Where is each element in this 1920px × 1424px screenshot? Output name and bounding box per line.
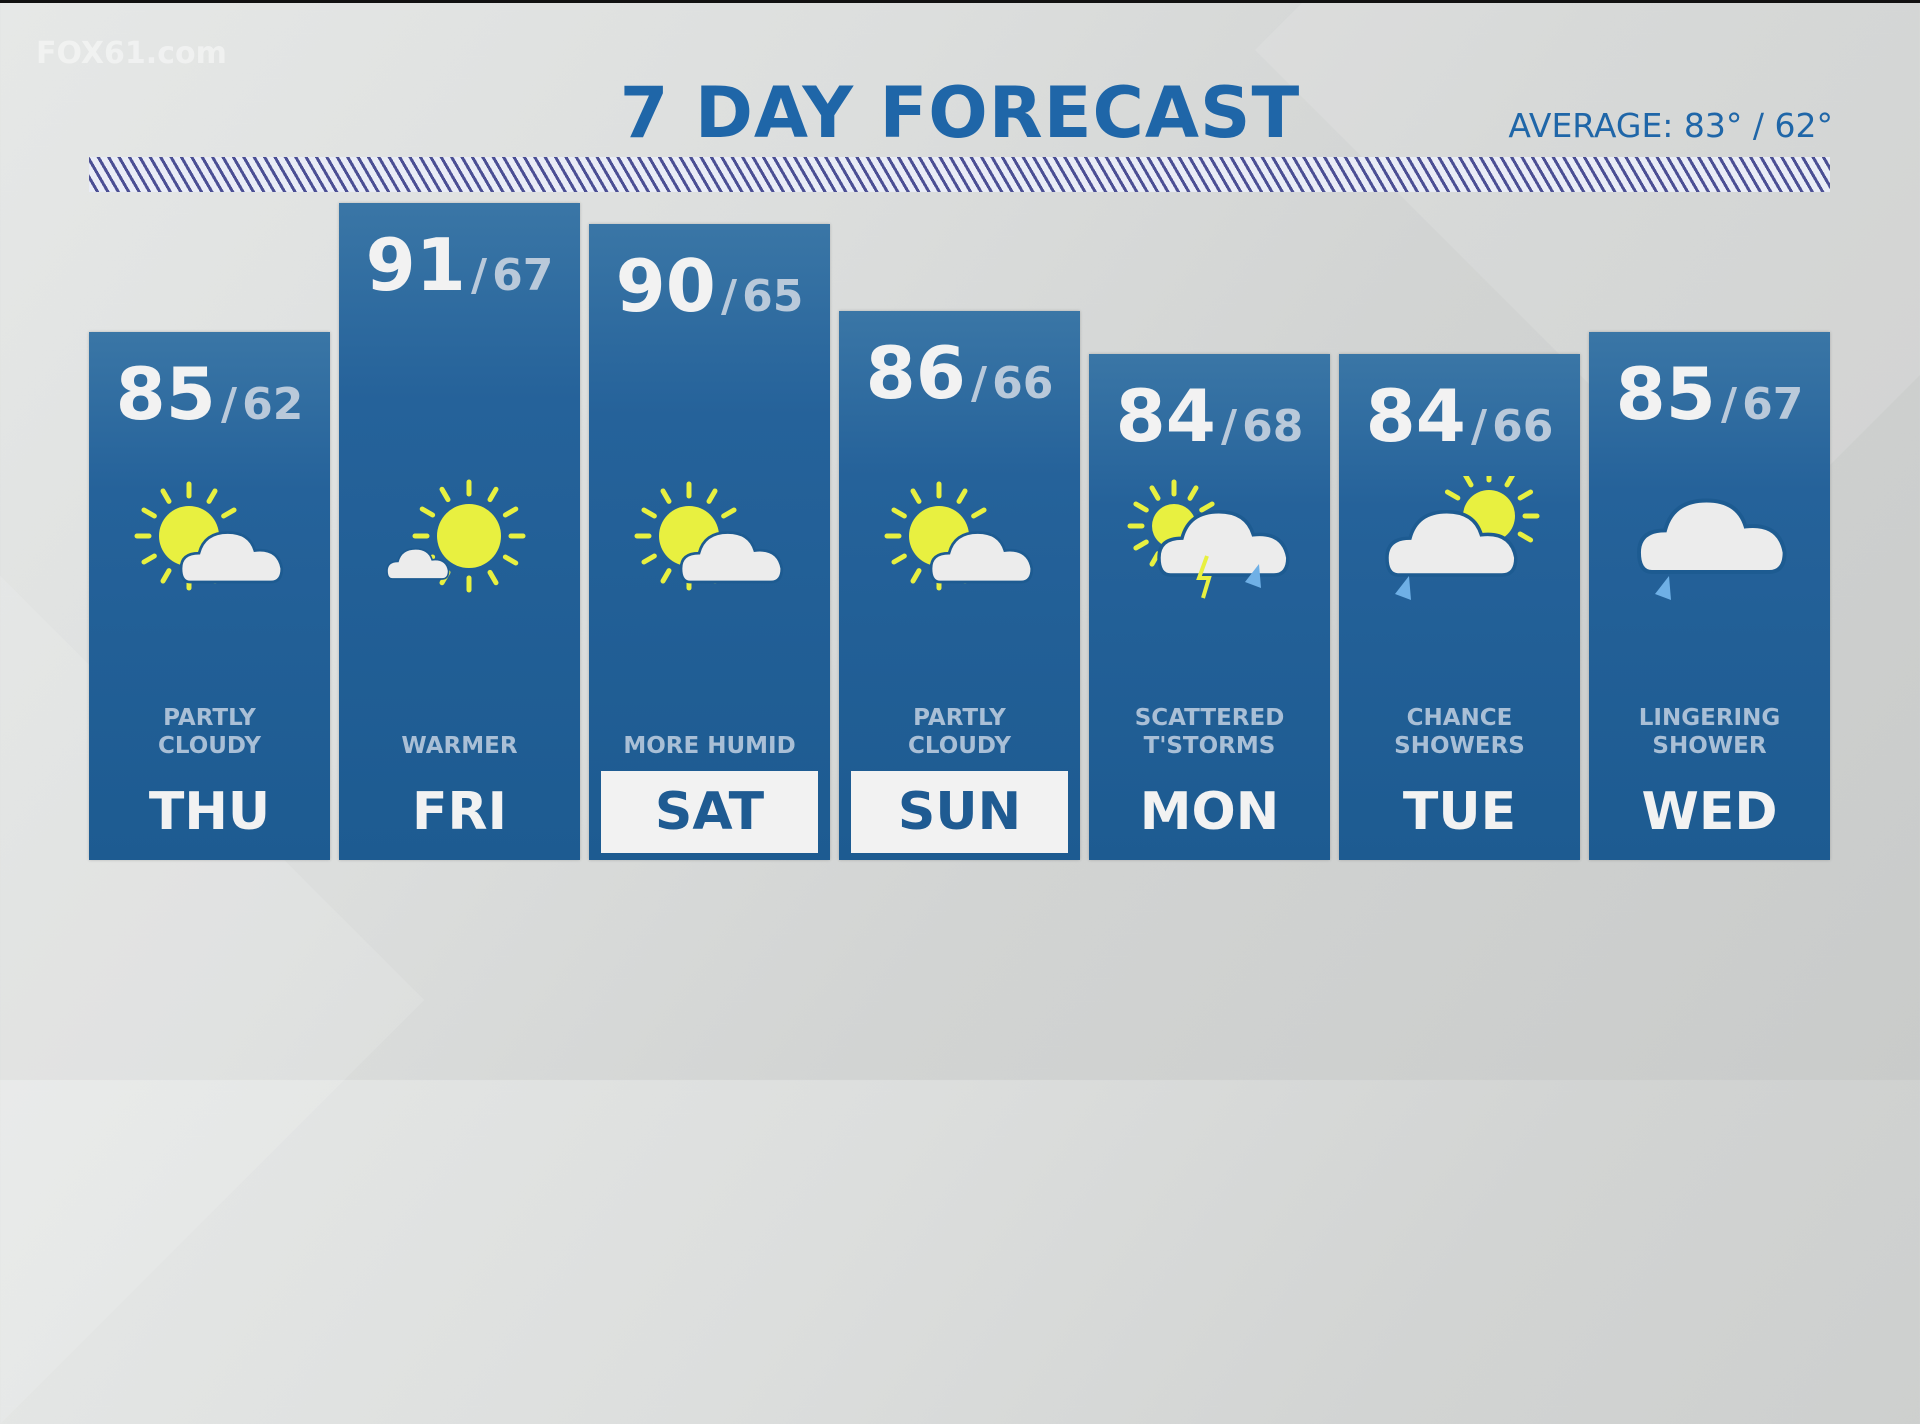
condition-label: PARTLY CLOUDY (157, 705, 262, 759)
temp-separator: / (220, 379, 238, 430)
partly-cloudy-icon (634, 481, 784, 591)
high-temp: 85 (1615, 352, 1716, 436)
forecast-day-wed: 85 / 67 LINGERING SHOWER WED (1589, 332, 1830, 860)
temp-separator: / (720, 271, 738, 322)
temp-separator: / (1720, 379, 1738, 430)
day-label: THU (148, 782, 271, 842)
low-temp: 67 (492, 250, 554, 301)
condition-label: LINGERING SHOWER (1638, 705, 1781, 759)
condition-label: PARTLY CLOUDY (907, 705, 1012, 759)
low-temp: 68 (1242, 401, 1304, 452)
condition-label: MORE HUMID (623, 733, 796, 759)
temperatures: 84 / 68 (1089, 374, 1330, 458)
high-temp: 91 (365, 223, 466, 307)
top-border (0, 0, 1920, 3)
thunderstorm-icon (1127, 479, 1290, 599)
day-label: SUN (851, 771, 1068, 853)
temperatures: 90 / 65 (589, 244, 830, 328)
day-label: MON (1139, 782, 1280, 842)
temperatures: 85 / 62 (89, 352, 330, 436)
partly-cloudy-icon (884, 481, 1034, 591)
forecast-day-tue: 84 / 66 CHANCE SHOWERS TUE (1339, 354, 1580, 860)
forecast-day-thu: 85 / 62 PARTLY CLOUDY THU (89, 332, 330, 860)
temperatures: 85 / 67 (1589, 352, 1830, 436)
forecast-day-fri: 91 / 67 WARMER FRI (339, 203, 580, 860)
high-temp: 85 (115, 352, 216, 436)
sun-showers-icon (1385, 476, 1540, 600)
temp-separator: / (1220, 401, 1238, 452)
condition-label: SCATTERED T'STORMS (1134, 705, 1285, 759)
high-temp: 90 (615, 244, 716, 328)
day-label: TUE (1402, 782, 1517, 842)
low-temp: 66 (992, 358, 1054, 409)
shower-icon (1637, 498, 1787, 600)
temperatures: 86 / 66 (839, 331, 1080, 415)
condition-label: CHANCE SHOWERS (1394, 705, 1525, 759)
high-temp: 84 (1115, 374, 1216, 458)
day-label: WED (1641, 782, 1778, 842)
low-temp: 67 (1742, 379, 1804, 430)
temp-separator: / (470, 250, 488, 301)
average-temps: AVERAGE: 83° / 62° (1508, 106, 1833, 145)
forecast-day-sat: 90 / 65 MORE HUMID SAT (589, 224, 830, 860)
low-temp: 62 (242, 379, 304, 430)
day-label: FRI (412, 782, 507, 842)
low-temp: 66 (1492, 401, 1554, 452)
mostly-sunny-icon (386, 479, 526, 593)
temp-separator: / (1470, 401, 1488, 452)
temp-separator: / (970, 358, 988, 409)
forecast-day-mon: 84 / 68 SCATTERED T'STORMS MON (1089, 354, 1330, 860)
low-temp: 65 (742, 271, 804, 322)
temperatures: 84 / 66 (1339, 374, 1580, 458)
partly-cloudy-icon (134, 481, 284, 591)
day-label: SAT (601, 771, 818, 853)
forecast-day-sun: 86 / 66 PARTLY CLOUDY SUN (839, 311, 1080, 860)
condition-label: WARMER (401, 733, 518, 759)
high-temp: 84 (1365, 374, 1466, 458)
page-title: 7 DAY FORECAST (619, 72, 1301, 154)
hatched-divider (89, 157, 1830, 192)
temperatures: 91 / 67 (339, 223, 580, 307)
high-temp: 86 (865, 331, 966, 415)
watermark: FOX61.com (36, 36, 227, 71)
